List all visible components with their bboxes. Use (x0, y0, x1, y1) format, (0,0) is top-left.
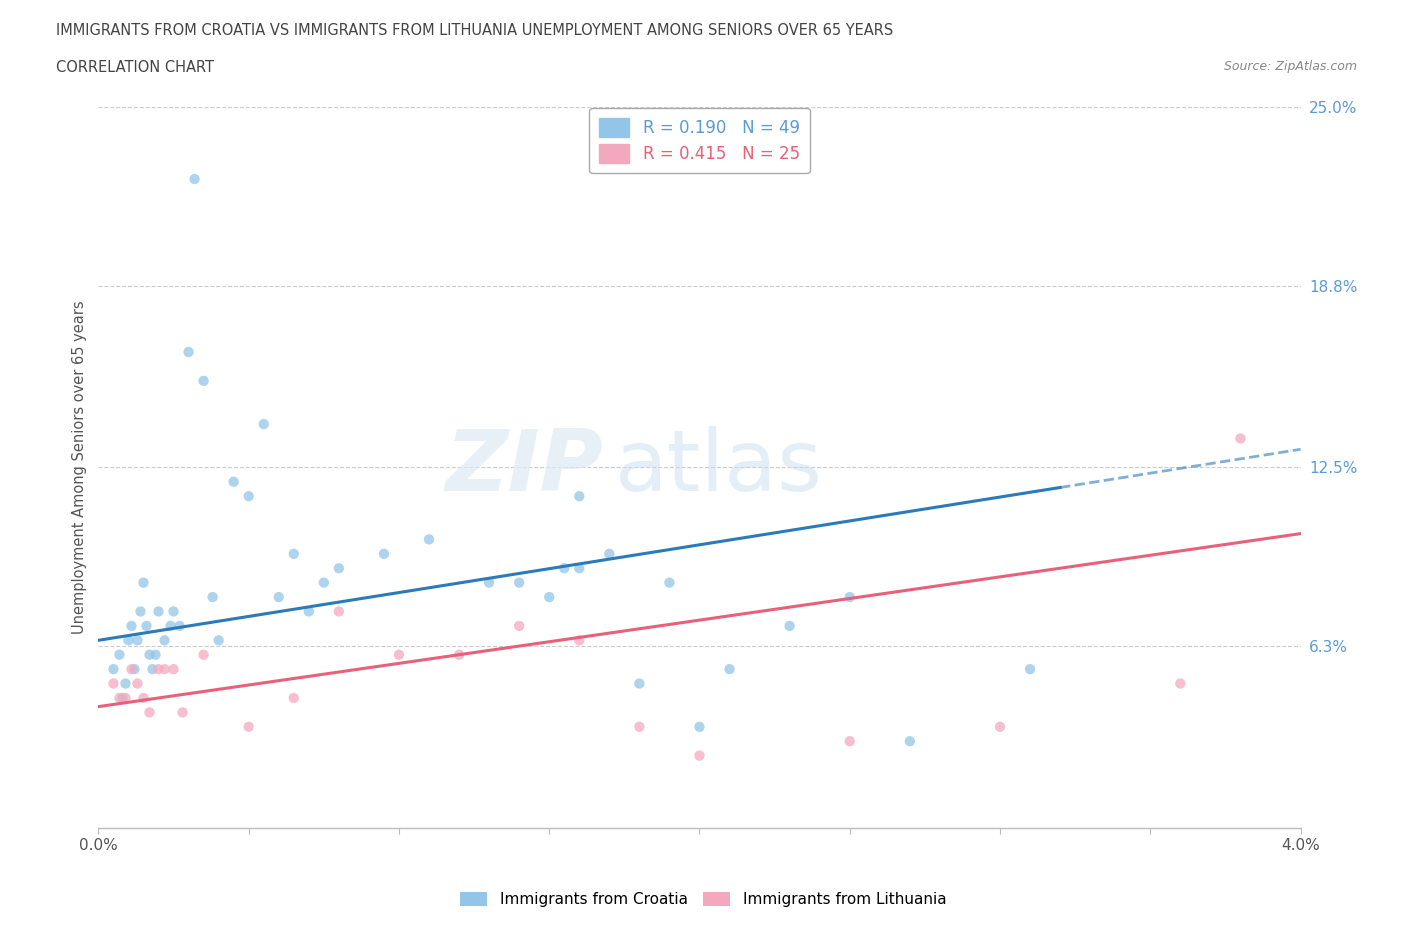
Point (838, 734, 860, 749)
Point (103, 662, 125, 677)
Point (267, 590, 290, 604)
Point (838, 590, 860, 604)
Point (177, 345, 200, 360)
Point (658, 575, 681, 591)
Point (508, 618, 530, 633)
Text: IMMIGRANTS FROM CROATIA VS IMMIGRANTS FROM LITHUANIA UNEMPLOYMENT AMONG SENIORS : IMMIGRANTS FROM CROATIA VS IMMIGRANTS FR… (56, 23, 893, 38)
Point (298, 604, 321, 619)
Point (169, 618, 191, 633)
Point (628, 676, 651, 691)
Point (138, 705, 160, 720)
Point (553, 561, 575, 576)
Point (145, 647, 167, 662)
Point (238, 489, 260, 504)
Point (447, 647, 470, 662)
Text: atlas: atlas (616, 426, 824, 509)
Point (283, 547, 305, 562)
Point (159, 618, 181, 633)
Point (283, 690, 305, 706)
Point (172, 705, 194, 720)
Text: Source: ZipAtlas.com: Source: ZipAtlas.com (1223, 60, 1357, 73)
Point (253, 417, 276, 432)
Point (193, 374, 215, 389)
Point (124, 662, 146, 677)
Point (127, 676, 149, 691)
Point (114, 690, 136, 706)
Point (103, 676, 125, 691)
Point (208, 633, 231, 648)
Text: CORRELATION CHART: CORRELATION CHART (56, 60, 214, 75)
Point (238, 720, 260, 735)
Point (108, 690, 131, 706)
Point (898, 734, 921, 749)
Point (201, 590, 224, 604)
Point (117, 633, 139, 648)
Point (568, 561, 591, 576)
Point (121, 618, 143, 633)
Point (153, 662, 176, 677)
Y-axis label: Unemployment Among Seniors over 65 years: Unemployment Among Seniors over 65 years (72, 300, 87, 634)
Point (127, 633, 149, 648)
Point (779, 618, 801, 633)
Point (193, 647, 215, 662)
Point (988, 720, 1011, 735)
Point (538, 590, 561, 604)
Point (508, 575, 530, 591)
Point (568, 489, 591, 504)
Point (138, 647, 160, 662)
Point (628, 720, 651, 735)
Point (598, 547, 620, 562)
Point (121, 662, 143, 677)
Point (183, 172, 205, 187)
Point (162, 662, 184, 677)
Point (1229, 432, 1251, 446)
Point (328, 604, 350, 619)
Point (418, 532, 440, 547)
Point (148, 662, 170, 677)
Point (129, 604, 152, 619)
Point (162, 604, 184, 619)
Point (568, 633, 591, 648)
Point (132, 575, 155, 591)
Point (153, 633, 176, 648)
Legend: Immigrants from Croatia, Immigrants from Lithuania: Immigrants from Croatia, Immigrants from… (454, 885, 952, 913)
Point (718, 662, 741, 677)
Point (108, 647, 131, 662)
Point (222, 474, 245, 489)
Point (1170, 676, 1192, 691)
Point (1019, 662, 1042, 677)
Point (388, 647, 411, 662)
Point (373, 547, 395, 562)
Point (135, 618, 157, 633)
Point (148, 604, 170, 619)
Point (114, 676, 136, 691)
Point (478, 575, 501, 591)
Point (328, 561, 350, 576)
Point (141, 662, 163, 677)
Point (689, 720, 711, 735)
Point (689, 748, 711, 763)
Point (132, 690, 155, 706)
Text: ZIP: ZIP (446, 426, 603, 509)
Point (312, 575, 335, 591)
Legend: R = 0.190   N = 49, R = 0.415   N = 25: R = 0.190 N = 49, R = 0.415 N = 25 (589, 108, 810, 173)
Point (111, 690, 134, 706)
